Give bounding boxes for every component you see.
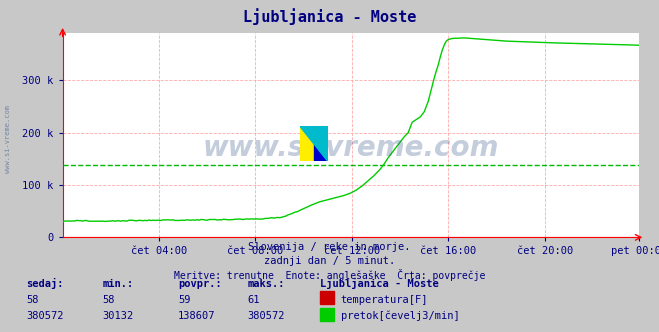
Text: Ljubljanica - Moste: Ljubljanica - Moste [243, 8, 416, 25]
Text: 380572: 380572 [247, 311, 285, 321]
Text: 61: 61 [247, 295, 260, 305]
Text: 59: 59 [178, 295, 190, 305]
Text: min.:: min.: [102, 279, 133, 289]
Text: sedaj:: sedaj: [26, 278, 64, 289]
Polygon shape [300, 126, 314, 161]
Text: 380572: 380572 [26, 311, 64, 321]
Text: maks.:: maks.: [247, 279, 285, 289]
Text: www.si-vreme.com: www.si-vreme.com [5, 106, 11, 173]
Text: 30132: 30132 [102, 311, 133, 321]
Text: zadnji dan / 5 minut.: zadnji dan / 5 minut. [264, 256, 395, 266]
Polygon shape [300, 126, 328, 161]
Text: Meritve: trenutne  Enote: anglešaške  Črta: povprečje: Meritve: trenutne Enote: anglešaške Črta… [174, 269, 485, 281]
Text: 138607: 138607 [178, 311, 215, 321]
Text: 58: 58 [102, 295, 115, 305]
Text: povpr.:: povpr.: [178, 279, 221, 289]
Text: Slovenija / reke in morje.: Slovenija / reke in morje. [248, 242, 411, 252]
Text: pretok[čevelj3/min]: pretok[čevelj3/min] [341, 311, 459, 321]
Text: temperatura[F]: temperatura[F] [341, 295, 428, 305]
Polygon shape [314, 126, 328, 161]
Text: Ljubljanica - Moste: Ljubljanica - Moste [320, 278, 438, 289]
Text: 58: 58 [26, 295, 39, 305]
Text: www.si-vreme.com: www.si-vreme.com [203, 133, 499, 162]
